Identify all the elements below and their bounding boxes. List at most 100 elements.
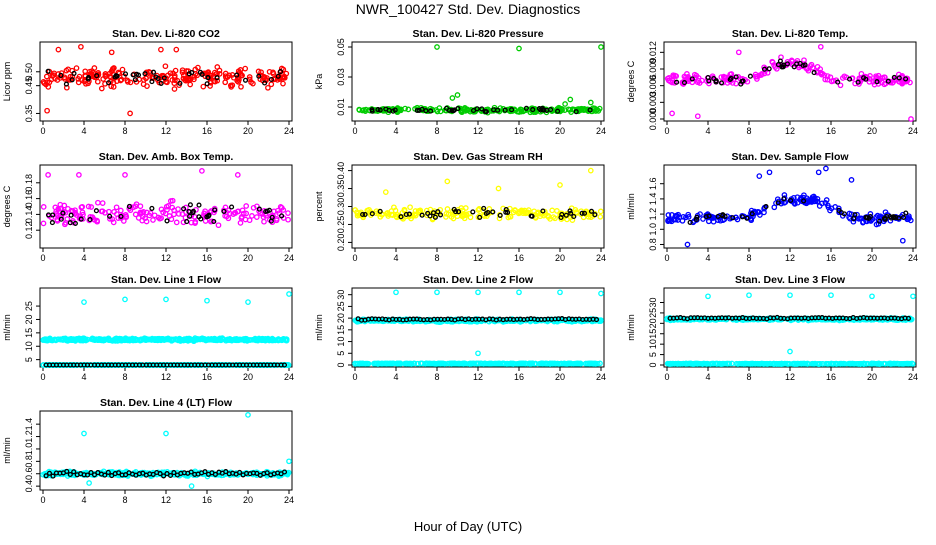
- data-point: [279, 213, 285, 219]
- data-point: [55, 336, 61, 343]
- data-point: [739, 76, 746, 82]
- data-points: [40, 168, 291, 229]
- data-point: [98, 85, 105, 92]
- data-point: [390, 108, 396, 114]
- data-point: [801, 192, 807, 199]
- x-tick-label: 8: [434, 372, 439, 382]
- data-point: [107, 216, 113, 222]
- data-point: [402, 360, 408, 367]
- data-point: [383, 106, 389, 112]
- data-point: [188, 483, 195, 489]
- y-tick-label: 1.2: [648, 208, 658, 221]
- data-point: [559, 211, 565, 218]
- panel-3: Stan. Dev. Li-820 Temp. degrees C 0 4 8 12 16 2…: [626, 28, 918, 136]
- data-point: [267, 337, 274, 343]
- x-tick-label: 0: [40, 495, 45, 505]
- data-point: [108, 49, 115, 56]
- data-point: [78, 204, 85, 211]
- data-point: [65, 66, 71, 73]
- data-points: [664, 292, 916, 367]
- data-point: [52, 336, 58, 343]
- y-tick-label: 1.6: [648, 177, 658, 190]
- data-point: [414, 107, 420, 114]
- data-point: [730, 215, 736, 221]
- data-point: [466, 361, 473, 367]
- data-point: [230, 211, 237, 217]
- data-point: [201, 210, 207, 217]
- data-point: [187, 213, 193, 219]
- data-point: [246, 217, 253, 224]
- data-point: [439, 360, 446, 367]
- plot-frame: [663, 164, 917, 249]
- data-point: [88, 204, 95, 210]
- data-point: [739, 78, 745, 84]
- data-point: [187, 81, 194, 88]
- y-tick-label: 10: [648, 339, 658, 349]
- y-axis-label: Licor ppm: [2, 62, 12, 102]
- data-point: [265, 362, 272, 368]
- data-point: [87, 217, 93, 223]
- data-point: [164, 218, 170, 224]
- figure-title: NWR_100427 Std. Dev. Diagnostics: [356, 1, 581, 17]
- data-point: [235, 68, 242, 75]
- x-tick-label: 24: [596, 126, 606, 136]
- data-point: [446, 107, 452, 113]
- data-point: [204, 297, 210, 304]
- data-point: [57, 205, 64, 212]
- data-point: [486, 360, 492, 367]
- data-point: [106, 80, 112, 86]
- data-point: [45, 84, 52, 90]
- x-tick-label: 0: [352, 126, 357, 136]
- data-point: [61, 76, 68, 82]
- data-point: [434, 289, 440, 296]
- data-point: [882, 215, 888, 221]
- data-point: [500, 319, 507, 325]
- data-point: [207, 78, 214, 85]
- data-point: [437, 212, 444, 218]
- data-points: [40, 412, 292, 489]
- data-point: [802, 62, 808, 68]
- data-point: [492, 106, 499, 113]
- data-point: [403, 211, 409, 218]
- data-point: [791, 201, 798, 207]
- data-point: [709, 73, 716, 80]
- data-point: [285, 216, 291, 223]
- data-point: [693, 72, 700, 79]
- y-axis-label: percent: [314, 191, 324, 222]
- data-point: [828, 292, 834, 299]
- data-point: [55, 46, 62, 53]
- data-point: [117, 207, 124, 214]
- data-point: [113, 204, 120, 211]
- data-point: [888, 215, 894, 221]
- data-point: [362, 211, 368, 218]
- data-point: [280, 207, 287, 213]
- data-point: [58, 70, 65, 76]
- data-point: [542, 211, 549, 218]
- data-point: [809, 64, 816, 71]
- y-tick-label: 5: [648, 352, 658, 357]
- data-point: [72, 207, 78, 214]
- data-point: [78, 216, 84, 222]
- x-tick-label: 0: [664, 372, 669, 382]
- data-point: [804, 66, 811, 72]
- data-point: [85, 75, 92, 81]
- data-point: [684, 71, 690, 77]
- data-point: [180, 75, 187, 82]
- data-point: [93, 208, 99, 214]
- data-point: [245, 362, 251, 368]
- y-tick-label: 0.05: [336, 38, 346, 56]
- data-point: [538, 107, 544, 113]
- data-point: [592, 108, 599, 114]
- data-point: [205, 74, 211, 81]
- data-point: [687, 219, 693, 225]
- data-point: [547, 106, 554, 113]
- data-point: [359, 107, 366, 114]
- data-point: [540, 360, 546, 367]
- data-point: [76, 73, 83, 80]
- data-point: [444, 178, 451, 185]
- data-point: [495, 185, 502, 192]
- data-point: [182, 362, 189, 368]
- data-point: [122, 172, 128, 178]
- data-point: [369, 108, 375, 114]
- y-axis-label: kPa: [314, 74, 324, 90]
